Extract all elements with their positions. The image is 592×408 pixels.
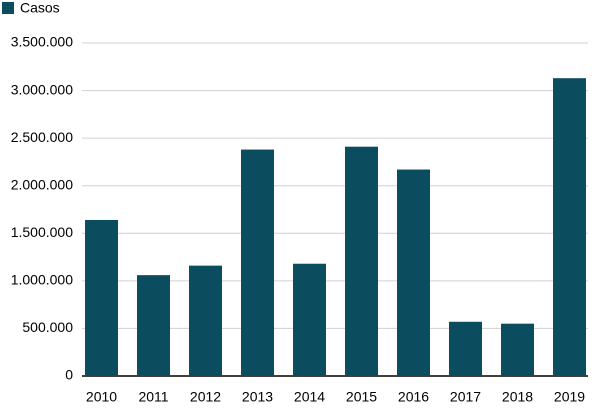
x-tick-label: 2015 — [346, 389, 377, 405]
bar — [501, 323, 534, 376]
x-tick-label: 2012 — [190, 389, 221, 405]
y-tick-label: 3.000.000 — [11, 81, 73, 97]
legend-label: Casos — [20, 0, 60, 16]
bar — [553, 78, 586, 377]
x-tick-label: 2011 — [138, 389, 168, 405]
bar — [345, 146, 378, 376]
x-tick-label: 2018 — [502, 389, 533, 405]
x-tick-label: 2013 — [242, 389, 273, 405]
bar — [293, 263, 326, 376]
y-tick-label: 3.500.000 — [11, 34, 73, 50]
legend-swatch — [2, 2, 14, 14]
y-tick-label: 1.500.000 — [11, 224, 73, 240]
y-tick-label: 0 — [65, 367, 73, 383]
bar — [241, 149, 274, 376]
x-tick-label: 2010 — [86, 389, 117, 405]
x-tick-label: 2017 — [450, 389, 481, 405]
bar — [449, 321, 482, 376]
bar — [85, 219, 118, 376]
x-tick-label: 2019 — [554, 389, 585, 405]
bar — [137, 275, 170, 376]
bar — [189, 265, 222, 376]
y-tick-label: 2.000.000 — [11, 176, 73, 192]
bar — [397, 169, 430, 376]
y-tick-label: 500.000 — [22, 319, 73, 335]
x-tick-label: 2014 — [294, 389, 325, 405]
x-tick-label: 2016 — [398, 389, 429, 405]
y-tick-label: 2.500.000 — [11, 129, 73, 145]
y-tick-label: 1.000.000 — [11, 272, 73, 288]
